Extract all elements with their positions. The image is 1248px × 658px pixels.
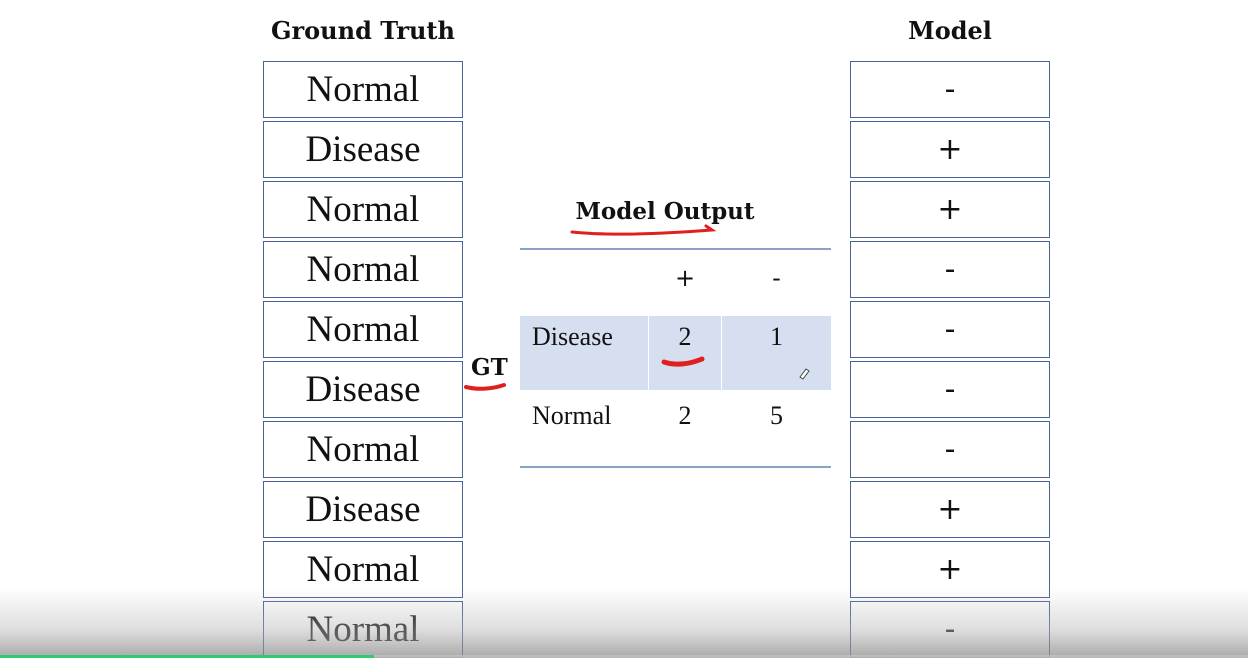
video-controls-overlay <box>0 588 1248 658</box>
gt-underline <box>464 383 506 391</box>
video-progress-fill <box>0 655 375 658</box>
model-prediction-cell: - <box>850 361 1050 418</box>
ground-truth-cell: Disease <box>263 481 463 538</box>
model-prediction-cell: - <box>850 301 1050 358</box>
matrix-row-disease: Disease 2 1 <box>520 316 831 390</box>
model-prediction-cell: - <box>850 601 1050 658</box>
model-prediction-cell: - <box>850 61 1050 118</box>
ground-truth-cell: Normal <box>263 61 463 118</box>
ground-truth-heading: Ground Truth <box>271 16 455 45</box>
matrix-value: 5 <box>770 401 783 430</box>
model-prediction-cell: + <box>850 541 1050 598</box>
matrix-row-label: Disease <box>532 322 613 351</box>
ground-truth-column: Normal Disease Normal Normal Normal Dise… <box>263 61 463 658</box>
matrix-row-label: Normal <box>532 401 612 430</box>
model-prediction-cell: + <box>850 121 1050 178</box>
matrix-header-positive: + <box>674 264 696 292</box>
confusion-matrix: + - Disease 2 1 Normal 2 5 <box>520 248 831 468</box>
ground-truth-cell: Normal <box>263 301 463 358</box>
model-prediction-cell: - <box>850 421 1050 478</box>
matrix-header-corner <box>520 258 648 298</box>
ground-truth-cell: Disease <box>263 121 463 178</box>
ground-truth-cell: Normal <box>263 421 463 478</box>
ground-truth-cell: Normal <box>263 541 463 598</box>
matrix-value: 2 <box>648 316 722 390</box>
model-prediction-cell: - <box>850 241 1050 298</box>
model-prediction-cell: + <box>850 481 1050 538</box>
video-progress-bar[interactable] <box>0 655 1248 658</box>
matrix-value: 1 <box>770 322 783 351</box>
model-output-heading: Model Output <box>575 198 755 225</box>
matrix-row-normal: Normal 2 5 <box>520 396 831 436</box>
matrix-header-row: + - <box>520 258 831 298</box>
model-column: - + + - - - - + + - <box>850 61 1050 658</box>
ground-truth-cell: Normal <box>263 241 463 298</box>
ground-truth-cell: Normal <box>263 181 463 238</box>
matrix-header-negative: - <box>772 264 781 292</box>
model-prediction-cell: + <box>850 181 1050 238</box>
model-heading: Model <box>908 16 992 45</box>
matrix-value: 2 <box>678 401 692 430</box>
model-output-underline <box>570 224 717 236</box>
gt-label: GT <box>471 354 508 381</box>
ground-truth-cell: Disease <box>263 361 463 418</box>
ground-truth-cell: Normal <box>263 601 463 658</box>
